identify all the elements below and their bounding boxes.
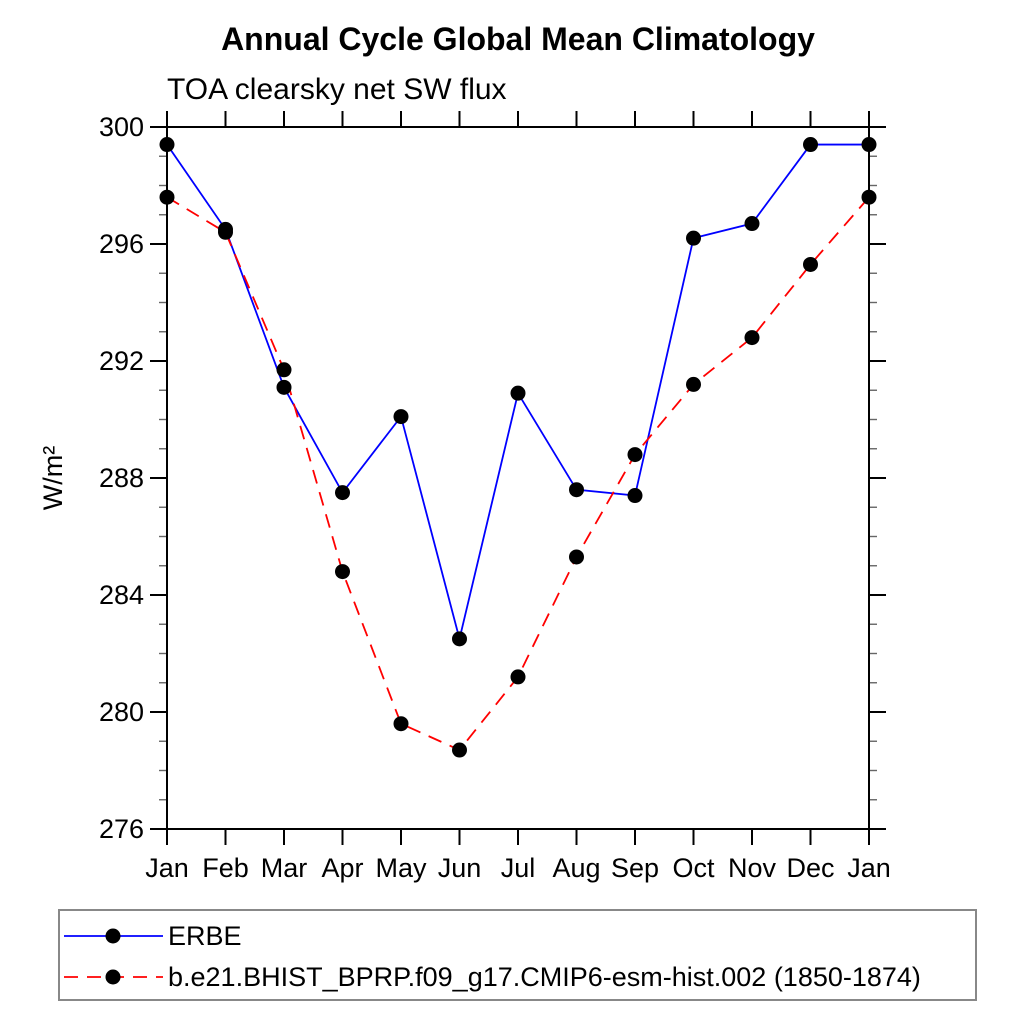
data-point-marker [744, 330, 760, 346]
legend: ERBE b.e21.BHIST_BPRP.f09_g17.CMIP6-esm-… [58, 909, 977, 1001]
data-point-marker [627, 488, 643, 504]
x-tick-label: Oct [672, 853, 715, 883]
x-tick-label: Jan [847, 853, 891, 883]
chart-title: Annual Cycle Global Mean Climatology [221, 21, 815, 57]
data-point-marker [393, 409, 409, 425]
legend-label-model: b.e21.BHIST_BPRP.f09_g17.CMIP6-esm-hist.… [168, 962, 921, 992]
legend-canvas: ERBE b.e21.BHIST_BPRP.f09_g17.CMIP6-esm-… [64, 921, 921, 992]
data-point-marker [569, 482, 584, 498]
x-tick-label: Dec [786, 853, 834, 883]
data-point-marker [276, 362, 292, 378]
y-tick-label: 300 [99, 112, 144, 142]
series-line-model [166, 196, 870, 752]
data-point-marker [627, 447, 643, 463]
x-tick-label: Feb [202, 853, 249, 883]
data-point-marker [393, 716, 409, 732]
data-point-marker [452, 742, 467, 758]
data-point-marker [452, 631, 467, 647]
data-point-marker [803, 256, 818, 272]
x-tick-label: Aug [552, 853, 600, 883]
chart-generated-content: 276 280 284 288 292 296 300 Jan Feb Mar Apr May Jun J… [99, 111, 891, 883]
chart-subtitle: TOA clearsky net SW flux [167, 73, 507, 106]
data-point-marker [510, 669, 526, 685]
data-point-marker [803, 137, 818, 153]
data-point-marker [686, 230, 701, 246]
legend-label-erbe: ERBE [168, 921, 242, 951]
legend-marker-erbe [105, 928, 121, 944]
y-tick-label: 284 [99, 580, 144, 610]
x-tick-label: Jan [145, 853, 189, 883]
x-tick-label: Mar [261, 853, 308, 883]
data-point-marker [861, 137, 877, 153]
data-point-marker [686, 376, 701, 392]
y-tick-label: 288 [99, 463, 144, 493]
y-tick-label: 276 [99, 814, 144, 844]
data-point-marker [335, 564, 350, 580]
data-point-marker [861, 189, 877, 205]
y-axis-title: W/m² [38, 446, 68, 510]
y-tick-label: 280 [99, 697, 144, 727]
x-tick-label: Sep [611, 853, 659, 883]
data-point-marker [510, 385, 526, 401]
x-tick-label: Nov [728, 853, 777, 883]
data-point-marker [159, 137, 175, 153]
data-point-marker [276, 379, 292, 395]
data-point-marker [744, 216, 760, 232]
y-tick-label: 292 [99, 346, 144, 376]
y-tick-label: 296 [99, 229, 144, 259]
data-point-marker [159, 189, 175, 205]
x-tick-label: Apr [321, 853, 363, 883]
data-point-marker [335, 485, 350, 501]
x-tick-label: Jun [438, 853, 482, 883]
chart-canvas: 276 280 284 288 292 296 300 Jan Feb Mar Apr May Jun J… [38, 21, 891, 883]
x-tick-label: May [375, 853, 427, 883]
x-tick-label: Jul [501, 853, 536, 883]
plot-frame [166, 126, 870, 830]
data-point-marker [569, 549, 584, 565]
legend-marker-model [105, 969, 121, 985]
data-point-marker [218, 224, 233, 240]
